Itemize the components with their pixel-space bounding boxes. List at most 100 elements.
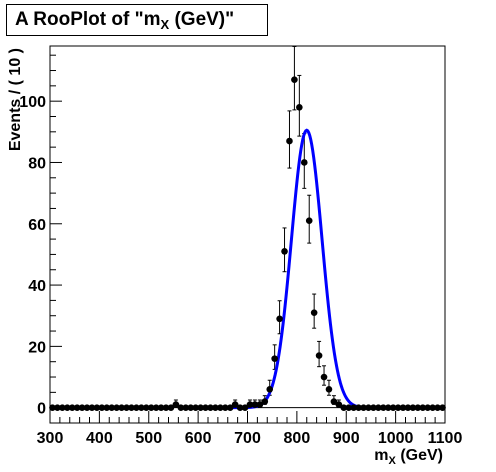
data-point <box>246 401 254 408</box>
data-point <box>325 385 333 393</box>
x-tick-label: 800 <box>284 430 311 447</box>
plot-title-suffix: (GeV)" <box>169 9 235 30</box>
data-point <box>113 404 120 411</box>
data-point <box>142 404 150 411</box>
data-point <box>266 385 274 393</box>
data-point <box>59 404 66 411</box>
x-tick-label: 600 <box>185 430 212 447</box>
data-point <box>276 315 283 323</box>
data-point <box>123 404 130 411</box>
data-point <box>54 404 61 411</box>
data-point <box>365 404 372 411</box>
data-point <box>320 373 328 381</box>
data-point <box>345 404 353 411</box>
data-point <box>379 404 387 411</box>
data-point <box>389 404 397 411</box>
data-point <box>419 404 427 411</box>
data-point <box>429 404 436 411</box>
x-tick-label: 900 <box>333 430 360 447</box>
x-tick-label: 700 <box>234 430 261 447</box>
data-point <box>63 404 71 411</box>
data-point <box>236 404 244 411</box>
data-points <box>49 76 446 411</box>
data-point <box>147 404 155 411</box>
data-point <box>49 404 56 411</box>
y-tick-label: 80 <box>28 155 46 172</box>
data-point <box>286 137 293 145</box>
y-axis-label: Events / ( 10 ) <box>7 48 24 151</box>
data-point <box>138 404 145 411</box>
data-point <box>88 404 96 411</box>
data-point <box>93 404 101 411</box>
data-point <box>355 404 362 411</box>
data-point <box>434 404 441 411</box>
data-point <box>182 404 190 411</box>
data-point <box>340 404 348 411</box>
data-point <box>384 404 392 411</box>
data-point <box>399 404 407 411</box>
x-tick-label: 1000 <box>378 430 414 447</box>
data-point <box>271 355 278 362</box>
data-point <box>167 404 175 411</box>
data-point <box>98 404 106 411</box>
y-tick-label: 0 <box>37 401 46 418</box>
data-point <box>187 404 195 411</box>
data-point <box>73 404 81 411</box>
data-point <box>424 404 432 411</box>
axis-tick-labels: 300 400 500 600 700 800 900 1000 1100 0 20 40 60 80 10… <box>19 94 462 447</box>
data-point <box>300 159 308 166</box>
data-point <box>330 398 338 405</box>
data-point <box>291 76 298 84</box>
data-point <box>221 404 229 411</box>
data-point <box>133 404 140 411</box>
data-point <box>370 404 377 411</box>
data-point <box>404 404 412 411</box>
data-point <box>197 404 204 411</box>
plot-title: A RooPlot of "mX (GeV)" <box>15 9 234 31</box>
data-point <box>315 352 323 359</box>
data-point <box>83 404 91 411</box>
y-tick-label: 100 <box>19 94 46 111</box>
error-bars <box>50 45 445 409</box>
x-axis-label-main: m <box>374 447 388 464</box>
data-point <box>207 404 214 411</box>
data-point <box>152 404 160 411</box>
data-point <box>360 404 367 411</box>
data-point <box>350 404 357 411</box>
data-point <box>305 217 313 225</box>
data-point <box>241 404 249 411</box>
y-tick-label: 20 <box>28 339 46 356</box>
data-point <box>281 248 288 255</box>
data-point <box>217 404 224 411</box>
plot-title-box: A RooPlot of "mX (GeV)" <box>6 4 268 36</box>
data-point <box>108 404 116 411</box>
data-point <box>103 404 111 411</box>
data-point <box>172 401 180 408</box>
data-point <box>202 404 209 411</box>
data-point <box>231 401 239 408</box>
data-point <box>256 401 264 408</box>
plot-title-subscript: X <box>160 17 170 32</box>
data-point <box>394 404 402 411</box>
plot-frame <box>49 45 446 424</box>
data-point <box>128 404 135 411</box>
data-point <box>226 404 234 411</box>
data-point <box>162 404 170 411</box>
data-point <box>310 309 318 316</box>
data-point <box>414 404 422 411</box>
data-point <box>68 404 76 411</box>
x-axis-label: mX (GeV) <box>374 447 443 467</box>
data-point <box>192 404 199 411</box>
data-point <box>212 404 219 411</box>
x-axis-label-subscript: X <box>389 455 397 467</box>
data-point <box>118 404 125 411</box>
data-point <box>409 404 417 411</box>
data-point <box>439 404 446 411</box>
plot-title-prefix: A RooPlot of "m <box>15 9 161 30</box>
data-point <box>335 401 343 408</box>
data-point <box>157 404 165 411</box>
data-point <box>261 398 269 405</box>
y-tick-label: 40 <box>28 278 46 295</box>
x-axis-label-suffix: (GeV) <box>396 447 443 464</box>
